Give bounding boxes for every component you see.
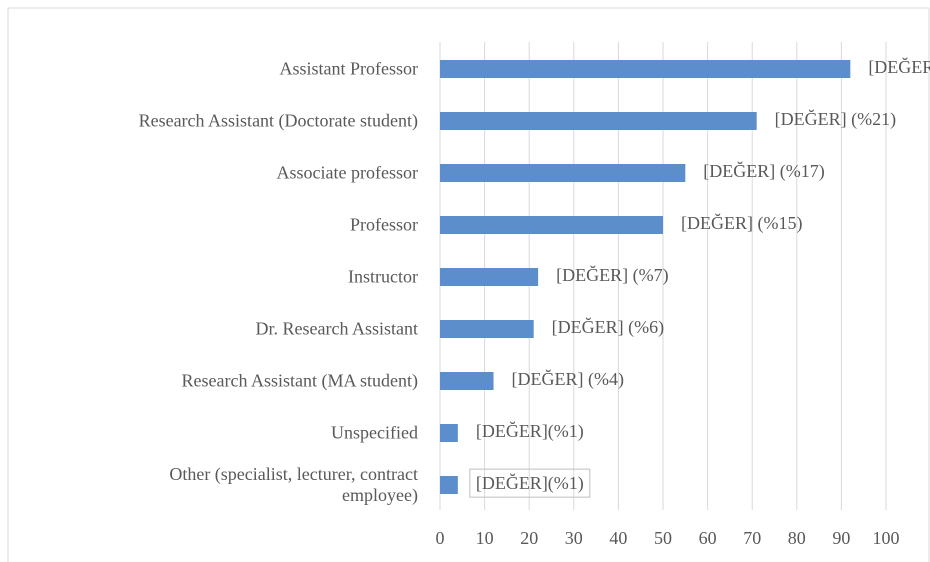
bar (440, 112, 757, 130)
y-tick-label: Associate professor (276, 162, 418, 183)
data-label: [DEĞER] (%21) (775, 108, 896, 130)
x-tick-label: 70 (743, 528, 761, 548)
data-label: [DEĞER] (%28) (868, 56, 930, 78)
bar (440, 164, 686, 182)
bar (440, 60, 851, 78)
x-tick-label: 50 (654, 528, 672, 548)
y-tick-label: Professor (350, 214, 418, 235)
bar (440, 268, 539, 286)
data-label: [DEĞER] (%6) (552, 316, 664, 338)
x-tick-label: 90 (832, 528, 850, 548)
x-tick-label: 80 (788, 528, 806, 548)
y-tick-label: Research Assistant (MA student) (181, 370, 418, 391)
x-tick-label: 20 (520, 528, 538, 548)
data-label: [DEĞER] (%4) (512, 368, 624, 390)
bar (440, 216, 663, 234)
y-tick-label: Instructor (348, 266, 418, 287)
bar (440, 476, 458, 494)
data-label: [DEĞER](%1) (476, 420, 584, 442)
x-tick-label: 30 (565, 528, 583, 548)
x-tick-label: 100 (873, 528, 900, 548)
data-label: [DEĞER](%1) (476, 472, 584, 494)
data-label: [DEĞER] (%15) (681, 212, 802, 234)
bar (440, 320, 534, 338)
y-tick-label: Dr. Research Assistant (255, 318, 418, 339)
data-label: [DEĞER] (%17) (703, 160, 824, 182)
x-tick-label: 60 (699, 528, 717, 548)
y-tick-label: Other (specialist, lecturer, contract em… (169, 464, 418, 505)
bar (440, 424, 458, 442)
y-tick-label: Research Assistant (Doctorate student) (138, 110, 418, 131)
data-label-box (469, 468, 591, 498)
y-tick-label: Assistant Professor (279, 58, 419, 79)
x-tick-label: 40 (609, 528, 627, 548)
bar (440, 372, 494, 390)
y-tick-label: Unspecified (331, 422, 418, 443)
x-tick-label: 10 (476, 528, 494, 548)
x-tick-label: 0 (436, 528, 445, 548)
chart-frame (7, 7, 930, 562)
data-label: [DEĞER] (%7) (556, 264, 668, 286)
